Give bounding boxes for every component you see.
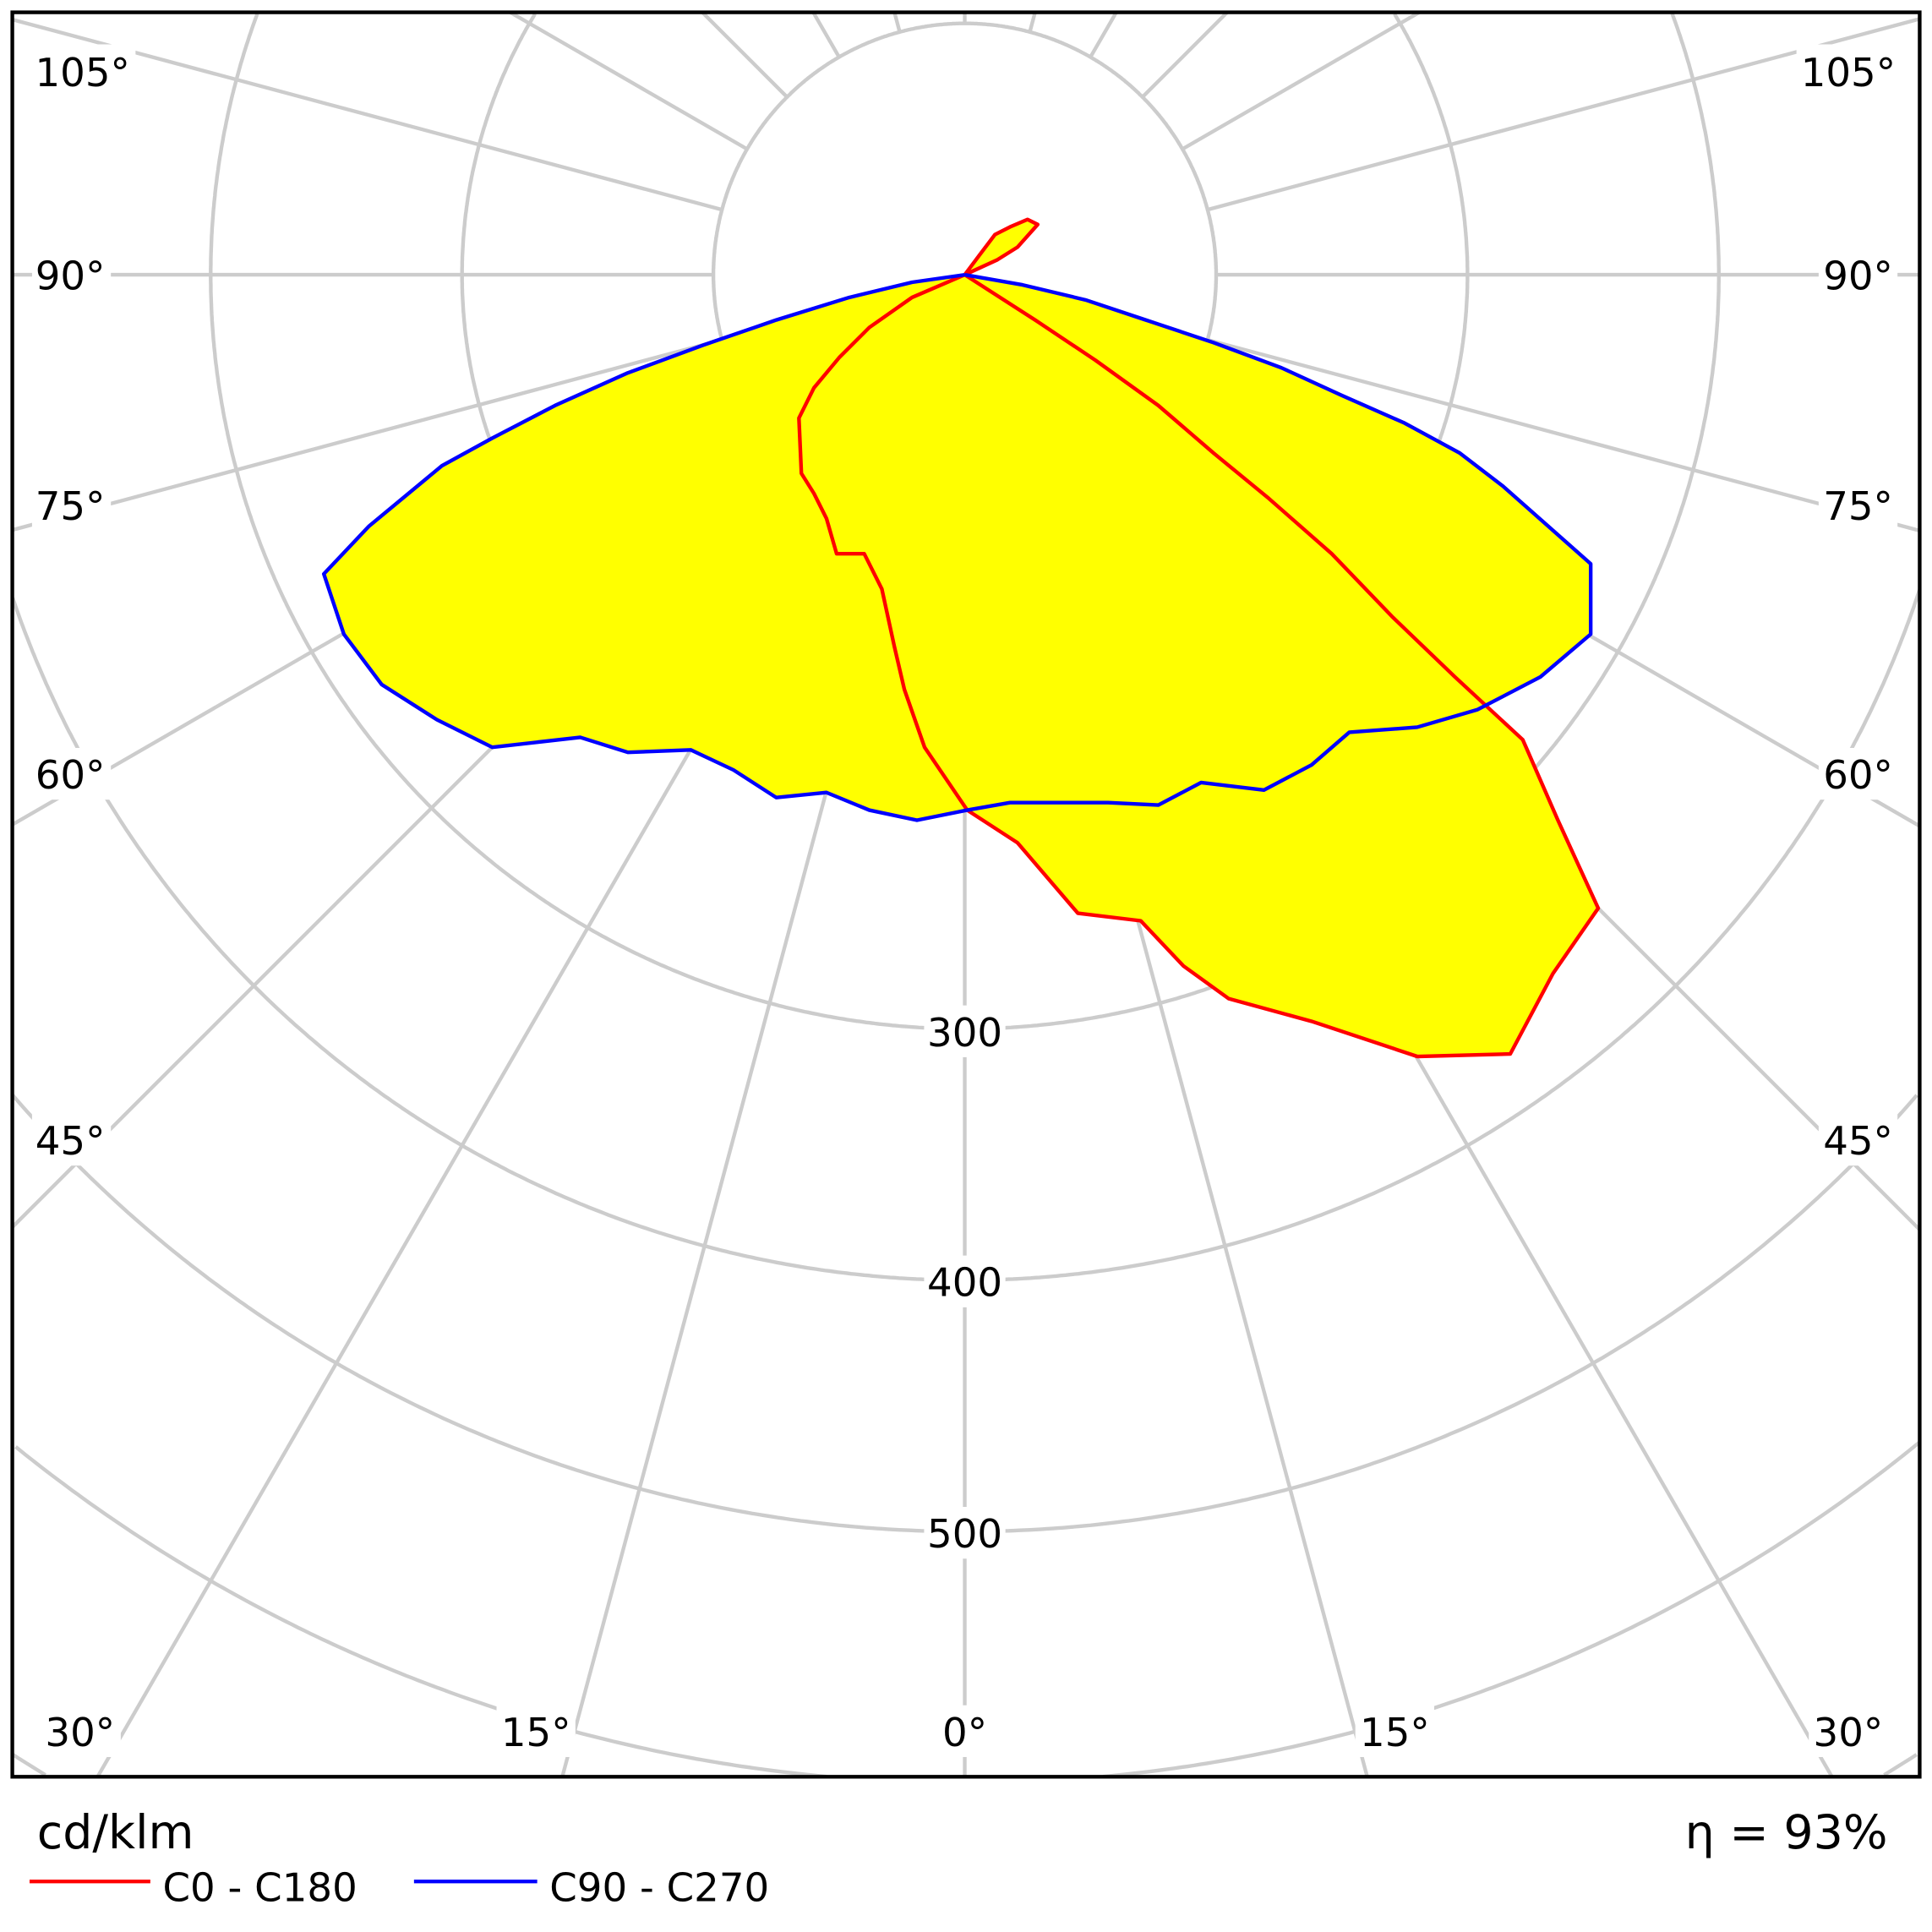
grid-radial-165 [1028, 12, 1037, 33]
angle-label-left-60: 60° [35, 753, 106, 799]
grid-radial-240 [509, 10, 749, 151]
series-fill-1 [324, 275, 1591, 821]
grid [10, 10, 1922, 1779]
series-line-C0-C180 [797, 217, 1601, 1059]
angle-label-right-105: 105° [1801, 51, 1896, 96]
series-line-C90-C270 [321, 272, 1593, 822]
grid-radial-195 [892, 12, 902, 33]
grid-circle-600 [14, 1441, 1920, 1779]
angle-label-left-45: 45° [35, 1119, 106, 1165]
radial-label-300: 300 [927, 1011, 1002, 1056]
grid-circle-300 [209, 13, 1721, 1031]
radial-label-400: 400 [927, 1261, 1002, 1307]
radial-label-500: 500 [927, 1512, 1002, 1558]
grid-radial-225 [701, 11, 789, 99]
grid-circle-500 [11, 1094, 1918, 1534]
unit-label: cd/klm [37, 1806, 194, 1860]
grid-radial-210 [811, 11, 841, 58]
angle-label-right-60: 60° [1823, 753, 1893, 799]
plot-frame [10, 10, 1922, 1779]
grid-radial-75 [1207, 337, 1920, 532]
angle-label-right-90: 90° [1823, 254, 1893, 300]
axis-labels: 105° 105° 90° 90° 75° 75° 60° 60° 45° 45… [31, 44, 1898, 1757]
efficiency-label: η = 93% [1685, 1806, 1888, 1860]
angle-label-left-75: 75° [35, 484, 106, 530]
legend-label-c90-c270: C90 - C270 [549, 1866, 769, 1912]
angle-label-left-90: 90° [35, 254, 106, 300]
grid-radial-285 [12, 337, 723, 532]
grid-circle-700 [12, 1753, 1918, 1777]
angle-label-left-15: 15° [501, 1711, 571, 1756]
legend: C0 - C180 C90 - C270 [29, 1866, 769, 1912]
legend-label-c0-c180: C0 - C180 [162, 1866, 357, 1912]
angle-label-right-30: 30° [1814, 1711, 1884, 1756]
angle-label-right-45: 45° [1823, 1119, 1893, 1165]
angle-label-left-105: 105° [35, 51, 130, 96]
angle-label-right-75: 75° [1823, 484, 1893, 530]
angle-label-right-15: 15° [1360, 1711, 1430, 1756]
grid-radial-135 [1141, 11, 1229, 99]
grid-radial-120 [1182, 10, 1421, 151]
angle-label-0: 0° [942, 1711, 987, 1756]
curves [321, 217, 1601, 1059]
angle-label-left-30: 30° [45, 1711, 115, 1756]
grid-radial-150 [1089, 11, 1118, 58]
